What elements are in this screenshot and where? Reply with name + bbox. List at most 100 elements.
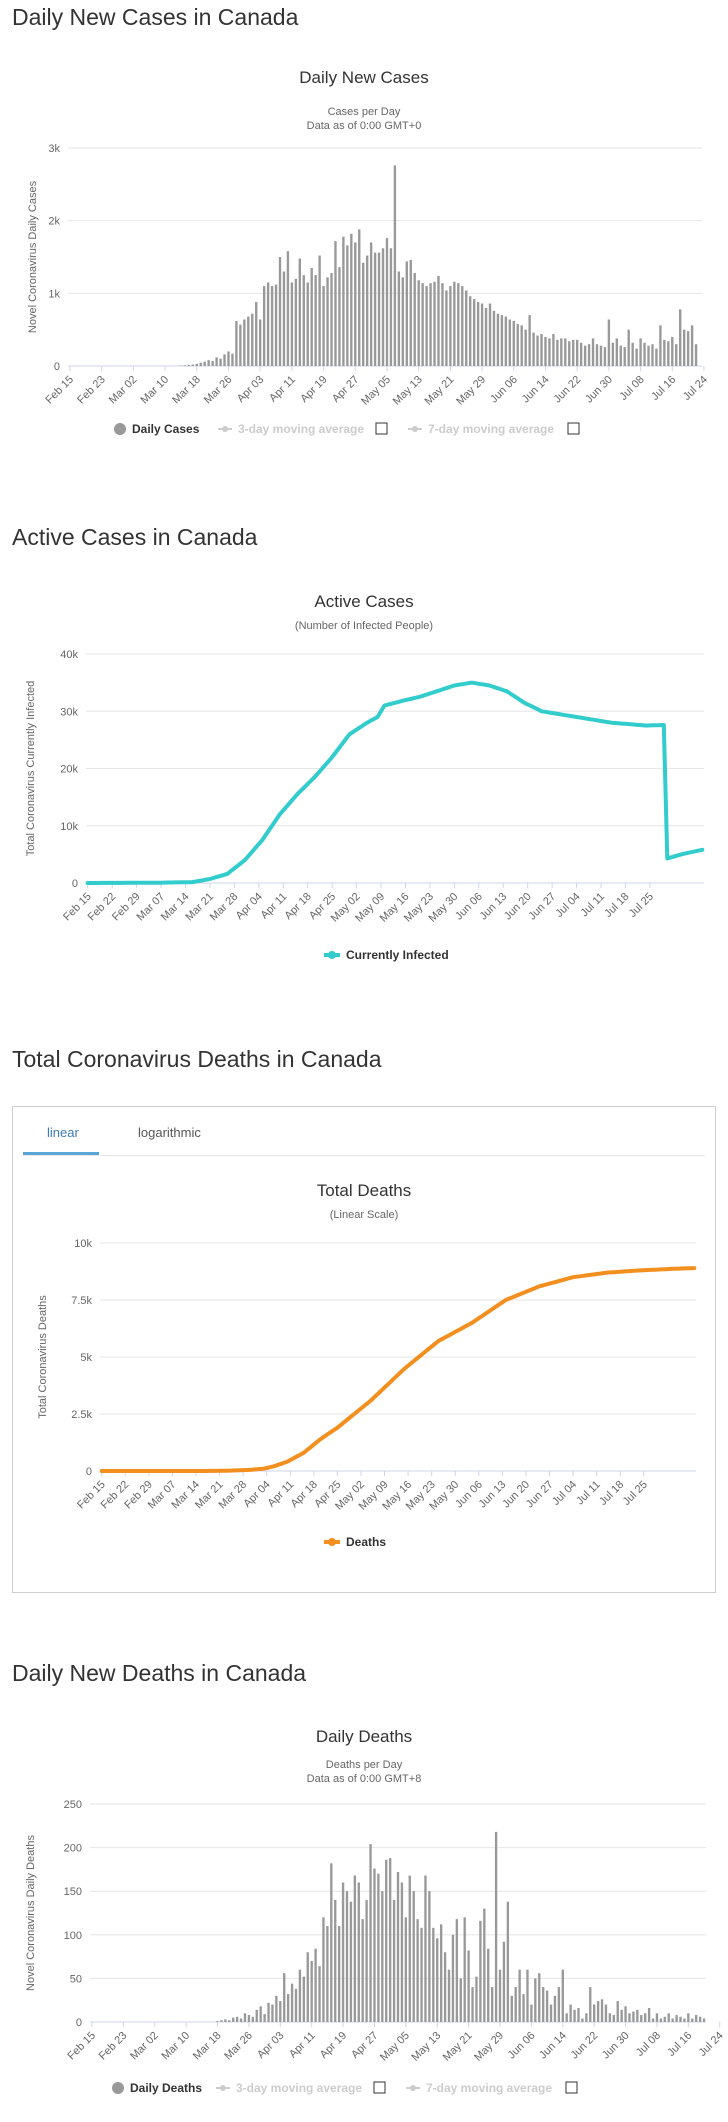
x-tick-label: Feb 23 xyxy=(97,2030,130,2063)
bar xyxy=(271,286,273,366)
bar xyxy=(695,2015,697,2022)
chart-subtitle: Data as of 0:00 GMT+0 xyxy=(307,120,422,132)
bar xyxy=(287,251,289,366)
x-tick-label: May 29 xyxy=(472,2030,506,2064)
bar xyxy=(568,341,570,366)
bar xyxy=(648,2008,650,2022)
chart-subtitle: (Linear Scale) xyxy=(330,1209,398,1221)
legend-checkbox[interactable] xyxy=(374,2082,385,2093)
bar xyxy=(405,1917,407,2022)
y-tick-label: 30k xyxy=(60,706,78,718)
y-tick-label: 150 xyxy=(64,1886,82,1898)
bar xyxy=(299,258,301,366)
x-tick-label: Jun 27 xyxy=(526,891,558,923)
bar xyxy=(536,335,538,366)
bar xyxy=(580,343,582,366)
x-tick-label: Jun 14 xyxy=(537,2030,569,2062)
bar xyxy=(366,256,368,366)
chart-title: Daily New Cases xyxy=(299,68,428,87)
y-axis-label: Total Coronavirus Currently Infected xyxy=(25,681,37,856)
bar xyxy=(596,344,598,366)
bar xyxy=(252,2017,254,2022)
chart-subtitle: Deaths per Day xyxy=(326,1759,403,1771)
bar xyxy=(659,325,661,366)
legend-checkbox[interactable] xyxy=(566,2082,577,2093)
legend-item: Daily Cases xyxy=(132,422,200,436)
y-tick-label: 5k xyxy=(80,1352,92,1364)
bar xyxy=(464,1917,466,2022)
chart-subtitle: Data as of 0:00 GMT+8 xyxy=(307,1773,422,1785)
bar xyxy=(279,257,281,366)
bar xyxy=(394,165,396,366)
bar xyxy=(421,283,423,366)
chart-title: Total Deaths xyxy=(317,1181,412,1200)
legend-item: 7-day moving average xyxy=(428,422,554,436)
bar xyxy=(483,1909,485,2022)
x-tick-label: Jul 11 xyxy=(574,1479,603,1508)
legend-marker[interactable] xyxy=(114,423,126,435)
bar xyxy=(671,2019,673,2022)
bar xyxy=(457,283,459,366)
bar xyxy=(370,242,372,366)
legend-checkbox[interactable] xyxy=(376,423,387,434)
bar xyxy=(628,330,630,366)
legend-marker xyxy=(412,426,418,432)
bar xyxy=(581,2019,583,2022)
x-tick-label: Jul 11 xyxy=(578,891,607,920)
x-tick-label: Apr 11 xyxy=(287,2030,318,2061)
bar xyxy=(517,324,519,366)
x-tick-label: Jul 16 xyxy=(649,374,678,403)
x-tick-label: Apr 04 xyxy=(234,891,265,922)
bar xyxy=(518,1970,520,2022)
legend-item: Deaths xyxy=(346,1535,386,1549)
legend-marker[interactable] xyxy=(112,2082,124,2094)
tab-linear[interactable]: linear xyxy=(47,1125,79,1140)
bar xyxy=(616,338,618,366)
x-tick-label: Jun 22 xyxy=(551,374,583,406)
bar xyxy=(215,357,217,366)
bar xyxy=(687,331,689,366)
bar xyxy=(489,304,491,366)
x-tick-label: May 05 xyxy=(378,2030,412,2064)
y-tick-label: 7.5k xyxy=(71,1295,92,1307)
bar xyxy=(365,1900,367,2022)
x-tick-label: Jul 25 xyxy=(627,891,656,920)
bar xyxy=(326,1926,328,2022)
legend-marker xyxy=(222,426,228,432)
bar xyxy=(358,1882,360,2022)
x-tick-label: Mar 26 xyxy=(222,2030,255,2063)
bar xyxy=(699,2017,701,2022)
x-tick-label: Jun 14 xyxy=(520,374,552,406)
x-tick-label: May 13 xyxy=(391,374,425,408)
bar xyxy=(267,2003,269,2022)
x-tick-label: Apr 19 xyxy=(298,374,329,405)
bar xyxy=(612,343,614,366)
legend-item: Currently Infected xyxy=(346,948,449,962)
x-tick-label: Jun 30 xyxy=(583,374,615,406)
legend-marker xyxy=(328,1538,336,1546)
bar xyxy=(552,334,554,366)
chart-title: Daily Deaths xyxy=(316,1727,412,1746)
x-tick-label: Feb 15 xyxy=(65,2030,98,2063)
bar xyxy=(511,1996,513,2022)
bar xyxy=(350,234,352,366)
bar xyxy=(576,340,578,366)
bar xyxy=(256,2010,258,2022)
active-cases-chart: Active Cases(Number of Infected People)0… xyxy=(0,570,728,995)
bar xyxy=(362,1919,364,2022)
y-tick-label: 50 xyxy=(70,1973,82,1985)
x-tick-label: May 21 xyxy=(441,2030,475,2064)
bar xyxy=(624,2006,626,2022)
bar xyxy=(220,2020,222,2022)
bar xyxy=(295,279,297,366)
legend-checkbox[interactable] xyxy=(568,423,579,434)
bar xyxy=(401,1882,403,2022)
bar xyxy=(314,275,316,366)
series-line xyxy=(102,1268,695,1471)
bar xyxy=(456,1919,458,2022)
bar xyxy=(449,286,451,366)
tab-logarithmic[interactable]: logarithmic xyxy=(138,1125,201,1140)
bar xyxy=(593,2005,595,2022)
bar xyxy=(311,268,313,366)
chart-title: Active Cases xyxy=(314,592,413,611)
